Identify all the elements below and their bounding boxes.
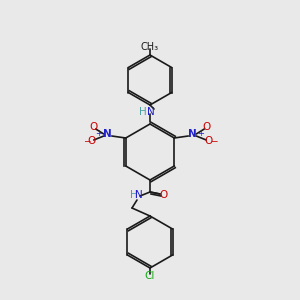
Text: H: H: [139, 107, 147, 117]
Text: −: −: [211, 136, 218, 146]
Text: N: N: [188, 129, 197, 139]
Text: N: N: [147, 107, 155, 117]
Text: O: O: [160, 190, 168, 200]
Text: −: −: [83, 136, 91, 146]
Text: O: O: [88, 136, 96, 146]
Text: +: +: [197, 130, 204, 139]
Text: O: O: [90, 122, 98, 132]
Text: CH₃: CH₃: [141, 42, 159, 52]
Text: O: O: [202, 122, 210, 132]
Text: Cl: Cl: [145, 271, 155, 281]
Text: +: +: [95, 130, 102, 139]
Text: N: N: [103, 129, 112, 139]
Text: H: H: [130, 190, 138, 200]
Text: N: N: [135, 190, 143, 200]
Text: O: O: [204, 136, 212, 146]
